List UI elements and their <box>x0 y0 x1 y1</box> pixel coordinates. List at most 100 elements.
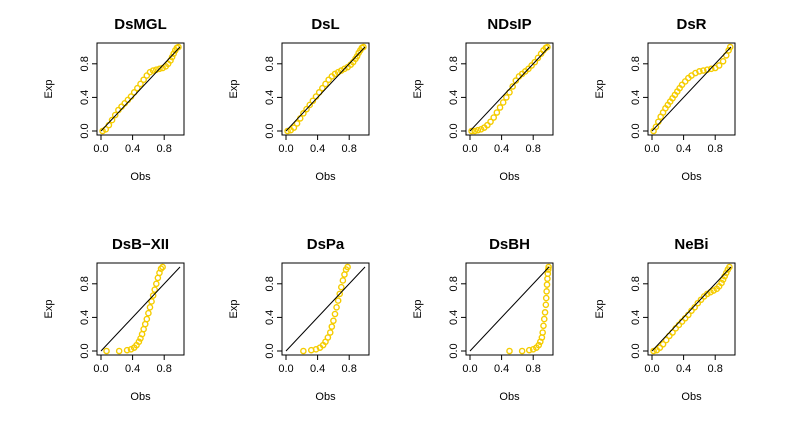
data-point <box>175 43 182 51</box>
data-point <box>545 263 552 271</box>
data-point <box>334 297 342 304</box>
data-point <box>543 281 551 288</box>
data-point <box>718 279 725 287</box>
data-point <box>652 123 660 131</box>
y-axis-label: Exp <box>228 300 240 319</box>
x-tick-label: 0.8 <box>526 143 541 155</box>
data-point <box>525 346 533 354</box>
data-point <box>541 309 549 316</box>
x-tick-label: 0.0 <box>278 363 293 375</box>
data-point <box>333 304 340 311</box>
data-point <box>168 53 176 61</box>
data-point <box>324 334 332 341</box>
x-axis-label: Obs <box>499 171 520 183</box>
y-tick-label: 0.4 <box>79 310 91 325</box>
x-tick-label: 0.8 <box>342 143 357 155</box>
y-tick-label: 0.8 <box>264 276 276 291</box>
data-point <box>535 341 543 349</box>
reference-line <box>651 266 732 352</box>
y-axis-label: Exp <box>43 300 55 319</box>
panel-title: NDsIP <box>487 16 531 33</box>
reference-line <box>469 266 550 352</box>
x-tick-label: 0.4 <box>310 363 325 375</box>
x-axis-label: Obs <box>315 391 336 403</box>
data-point <box>157 265 165 272</box>
x-tick-label: 0.8 <box>342 363 357 375</box>
y-tick-label: 0.0 <box>264 123 276 138</box>
data-point <box>159 263 166 271</box>
panel-7: NeBi 0.0 0.4 0.8 0.0 0.4 0.8 Obs Exp <box>594 236 736 403</box>
y-tick-label: 0.0 <box>630 123 642 138</box>
data-point <box>330 317 337 325</box>
data-point <box>474 126 482 134</box>
data-point <box>726 43 734 51</box>
x-tick-label: 0.0 <box>644 143 659 155</box>
data-point <box>650 347 657 355</box>
y-tick-label: 0.4 <box>630 90 642 105</box>
data-point <box>151 286 159 293</box>
plot-frame <box>96 262 185 356</box>
data-point <box>339 277 347 284</box>
y-tick-label: 0.8 <box>448 56 460 71</box>
data-point <box>149 292 157 299</box>
data-point <box>337 283 345 291</box>
panel-title: DsMGL <box>114 16 167 33</box>
data-point <box>487 118 494 126</box>
y-tick-label: 0.8 <box>448 276 460 291</box>
x-tick-label: 0.0 <box>462 363 477 375</box>
data-point <box>496 104 504 111</box>
data-point <box>290 124 298 131</box>
reference-line <box>285 46 366 132</box>
y-tick-label: 0.4 <box>630 310 642 325</box>
x-tick-label: 0.0 <box>278 143 293 155</box>
y-tick-label: 0.0 <box>79 123 91 138</box>
data-point <box>148 298 155 305</box>
panel-title: DsB−XII <box>112 236 169 253</box>
data-point <box>531 58 539 66</box>
data-point <box>509 83 516 90</box>
data-point <box>719 276 727 283</box>
panel-2: NDsIP 0.0 0.4 0.8 0.0 0.4 0.8 Obs Exp <box>412 16 554 183</box>
data-point <box>135 338 143 346</box>
data-point <box>149 67 157 74</box>
data-point <box>700 67 707 74</box>
panel-title: DsR <box>676 16 706 33</box>
data-point <box>322 80 329 88</box>
data-point <box>123 346 131 354</box>
data-point <box>659 340 667 348</box>
data-point <box>662 336 670 344</box>
panel-5: DsPa 0.0 0.4 0.8 0.0 0.4 0.8 Obs Exp <box>228 236 370 403</box>
plot-frame <box>465 262 554 356</box>
y-axis-label: Exp <box>594 300 606 319</box>
data-point <box>108 116 116 124</box>
y-tick-label: 0.8 <box>264 56 276 71</box>
data-point <box>506 347 513 355</box>
data-point <box>170 50 177 58</box>
data-point <box>715 62 723 69</box>
data-point <box>140 76 147 84</box>
x-tick-label: 0.8 <box>157 143 172 155</box>
data-point <box>331 310 339 318</box>
panel-title: DsL <box>311 16 339 33</box>
x-tick-label: 0.8 <box>708 363 723 375</box>
data-point <box>103 347 110 355</box>
x-tick-label: 0.4 <box>676 363 691 375</box>
data-point <box>722 269 730 277</box>
data-point <box>696 68 703 75</box>
data-point <box>543 288 550 295</box>
data-point <box>490 114 498 121</box>
x-axis-label: Obs <box>315 171 336 183</box>
data-point <box>539 329 546 336</box>
x-tick-label: 0.8 <box>157 363 172 375</box>
x-tick-label: 0.4 <box>125 143 140 155</box>
data-point <box>512 77 520 84</box>
data-point <box>134 84 141 92</box>
data-point <box>284 127 291 135</box>
y-tick-label: 0.8 <box>630 276 642 291</box>
panel-0: DsMGL 0.0 0.4 0.8 0.0 0.4 0.8 Obs Exp <box>43 16 185 183</box>
data-point <box>344 263 351 271</box>
x-tick-label: 0.4 <box>676 143 691 155</box>
x-axis-label: Obs <box>681 391 702 403</box>
x-tick-label: 0.0 <box>462 143 477 155</box>
